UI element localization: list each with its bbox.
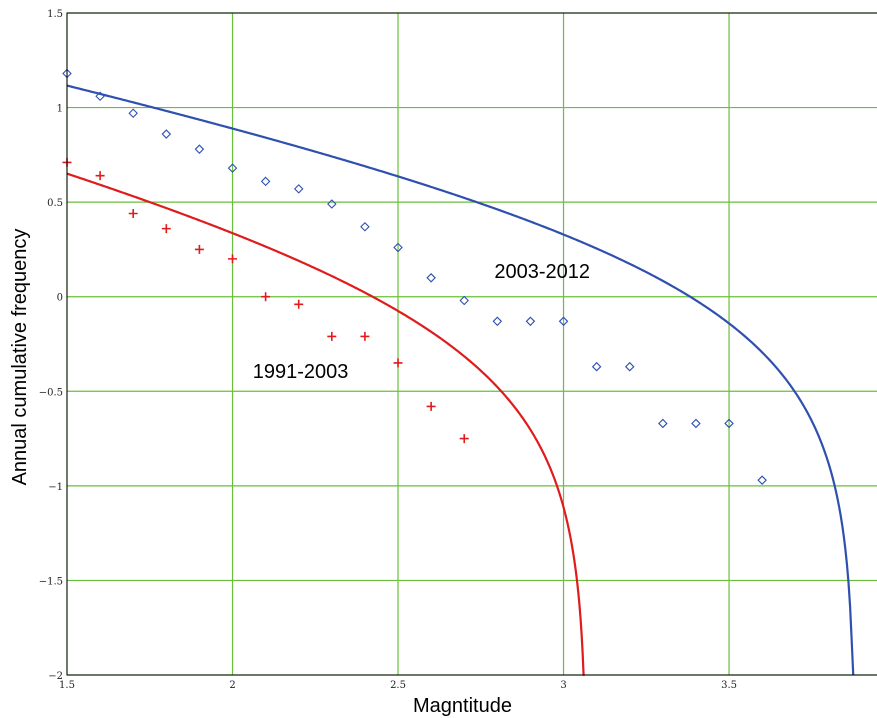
- y-tick-label: 0.5: [47, 198, 63, 209]
- series-1991-2003: [62, 157, 585, 677]
- y-tick-label: −1.5: [39, 576, 63, 587]
- data-point: [227, 163, 238, 173]
- data-point: [624, 361, 635, 372]
- x-tick-label: 2: [229, 680, 235, 691]
- data-point: [459, 434, 469, 444]
- series-2003-2012: [62, 68, 855, 676]
- data-point: [260, 176, 271, 187]
- data-point: [293, 184, 304, 194]
- x-axis-title: Magntitude: [413, 695, 512, 717]
- data-point: [525, 316, 536, 327]
- series-label: 2003-2012: [494, 261, 590, 283]
- y-tick-label: −1: [48, 482, 63, 493]
- data-point: [194, 144, 205, 154]
- y-tick-label: −2: [48, 671, 63, 682]
- data-point: [128, 108, 138, 119]
- x-tick-label: 3.5: [721, 680, 737, 691]
- data-point: [393, 242, 403, 253]
- data-point: [426, 401, 436, 411]
- series-layer: [62, 68, 855, 677]
- data-point: [128, 208, 138, 218]
- grid-layer: [66, 12, 877, 676]
- data-point: [294, 299, 304, 309]
- data-point: [261, 292, 271, 302]
- fit-curve: [66, 84, 855, 676]
- x-tick-label: 1.5: [59, 680, 75, 691]
- series-label: 1991-2003: [253, 361, 349, 383]
- data-point: [492, 316, 503, 327]
- plot-frame: [66, 12, 877, 676]
- data-point: [194, 244, 204, 254]
- data-point: [360, 221, 370, 232]
- data-point: [393, 358, 403, 368]
- data-point: [360, 331, 370, 341]
- data-point: [161, 224, 171, 234]
- data-point: [327, 199, 337, 209]
- data-point: [459, 295, 470, 306]
- tick-labels: 1.5 2 2.5 3 3.5 −2 −1.5 −1 −0.5 0 0.5 1 1.5: [39, 9, 737, 691]
- x-tick-label: 3: [560, 680, 566, 691]
- y-tick-label: 0: [57, 293, 63, 304]
- data-point: [426, 273, 436, 283]
- data-point: [161, 129, 172, 139]
- data-point: [757, 475, 767, 485]
- data-point: [327, 331, 337, 341]
- y-tick-label: 1: [57, 104, 63, 115]
- y-axis-title: Annual cumulative frequency: [9, 229, 31, 486]
- data-point: [558, 316, 569, 327]
- series-annotations: 1991-2003 2003-2012: [253, 261, 590, 383]
- data-point: [95, 91, 105, 102]
- data-point: [691, 418, 701, 429]
- y-tick-label: 1.5: [47, 9, 63, 20]
- data-point: [724, 418, 734, 429]
- data-point: [228, 254, 238, 264]
- data-point: [95, 171, 105, 181]
- x-tick-label: 2.5: [390, 680, 406, 691]
- data-point: [658, 418, 668, 429]
- data-point: [591, 361, 602, 372]
- fit-curve: [66, 172, 585, 677]
- y-tick-label: −0.5: [39, 387, 63, 398]
